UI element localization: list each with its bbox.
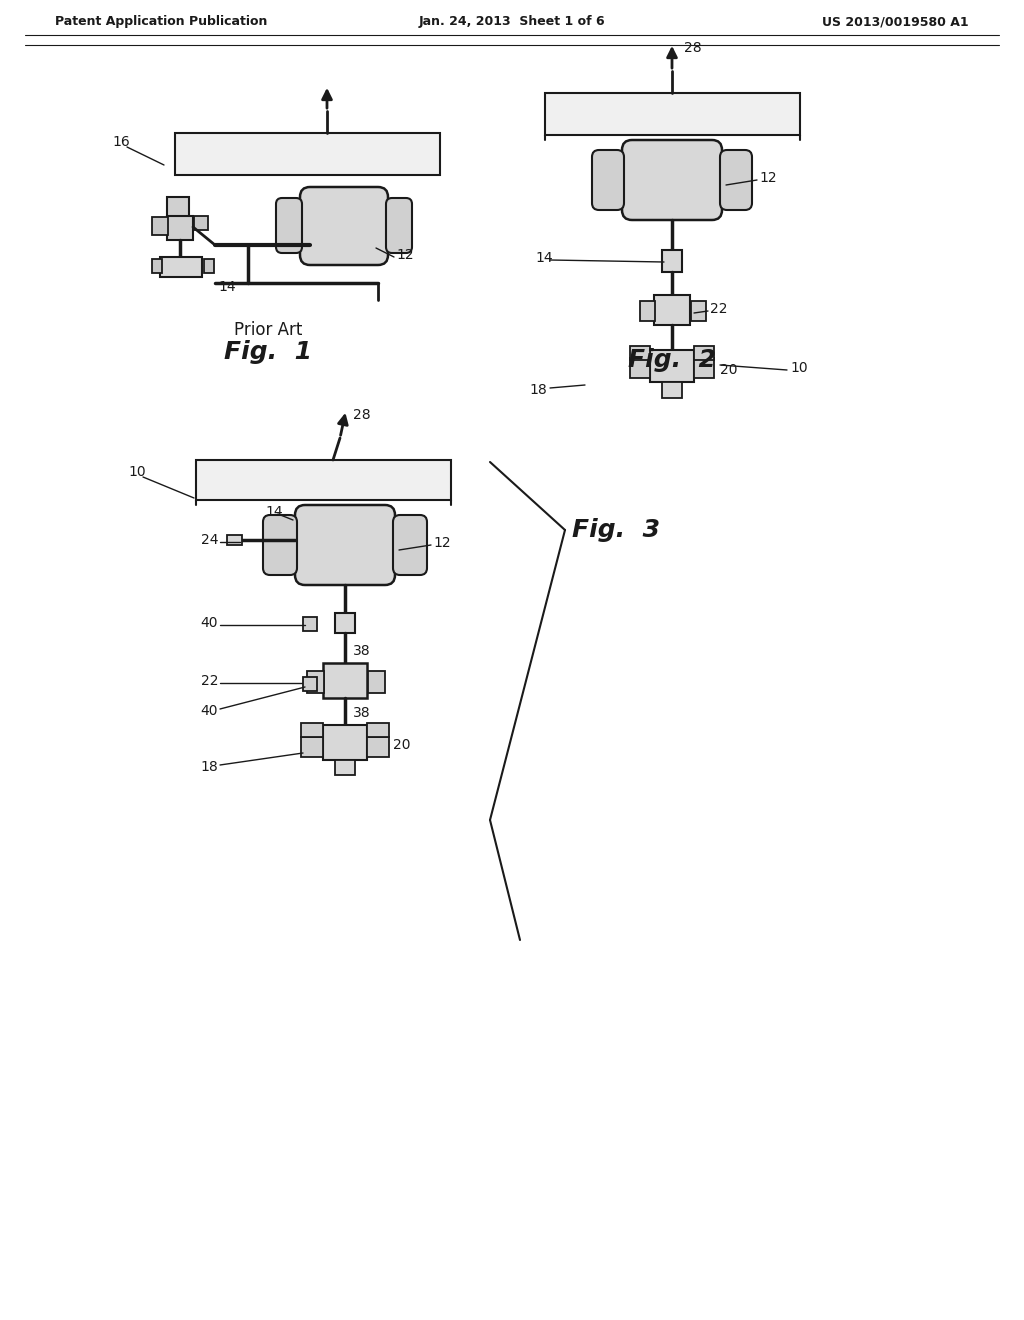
FancyBboxPatch shape xyxy=(276,198,302,253)
Bar xyxy=(303,677,317,690)
FancyBboxPatch shape xyxy=(592,150,624,210)
Text: 16: 16 xyxy=(112,135,130,149)
Text: US 2013/0019580 A1: US 2013/0019580 A1 xyxy=(822,16,969,29)
Bar xyxy=(167,197,189,216)
Text: 10: 10 xyxy=(128,465,145,479)
Text: 20: 20 xyxy=(720,363,737,378)
FancyBboxPatch shape xyxy=(300,187,388,265)
Text: 20: 20 xyxy=(393,738,411,752)
Bar xyxy=(654,294,690,325)
Text: 10: 10 xyxy=(790,360,808,375)
FancyBboxPatch shape xyxy=(720,150,752,210)
Text: 38: 38 xyxy=(353,706,371,719)
Bar xyxy=(630,358,650,378)
Text: Fig.  1: Fig. 1 xyxy=(224,341,312,364)
Text: Prior Art: Prior Art xyxy=(233,321,302,339)
Text: 18: 18 xyxy=(529,383,547,397)
Text: 40: 40 xyxy=(201,616,218,630)
Bar xyxy=(368,671,385,693)
Bar xyxy=(194,216,208,230)
Bar xyxy=(367,723,389,737)
Text: 14: 14 xyxy=(535,251,553,265)
Text: 12: 12 xyxy=(396,248,414,261)
Text: 12: 12 xyxy=(759,172,776,185)
Text: 28: 28 xyxy=(684,41,701,55)
Text: 28: 28 xyxy=(353,408,371,422)
FancyBboxPatch shape xyxy=(393,515,427,576)
Bar xyxy=(160,257,202,277)
Bar xyxy=(307,671,324,693)
Bar xyxy=(301,737,323,756)
Text: Fig.  2: Fig. 2 xyxy=(628,348,716,372)
Bar xyxy=(694,346,714,360)
Bar xyxy=(323,725,367,760)
Text: 22: 22 xyxy=(201,675,218,688)
Text: 14: 14 xyxy=(218,280,236,294)
Text: 38: 38 xyxy=(353,644,371,657)
Text: 22: 22 xyxy=(710,302,727,315)
Bar xyxy=(152,259,162,273)
FancyBboxPatch shape xyxy=(386,198,412,253)
Text: Fig.  3: Fig. 3 xyxy=(572,517,660,543)
Bar xyxy=(301,723,323,737)
Text: 18: 18 xyxy=(201,760,218,774)
Bar xyxy=(175,133,440,176)
Text: 12: 12 xyxy=(433,536,451,550)
Bar xyxy=(691,301,706,321)
Bar xyxy=(662,249,682,272)
Text: 40: 40 xyxy=(201,704,218,718)
Bar xyxy=(545,92,800,135)
Bar xyxy=(650,350,694,381)
Bar xyxy=(662,381,682,399)
Bar xyxy=(335,612,355,634)
Bar xyxy=(227,535,242,545)
Text: 14: 14 xyxy=(265,506,283,519)
Bar xyxy=(640,301,655,321)
Bar xyxy=(167,216,193,240)
Bar xyxy=(630,346,650,360)
Text: 24: 24 xyxy=(201,533,218,546)
FancyBboxPatch shape xyxy=(622,140,722,220)
Bar xyxy=(694,358,714,378)
Text: Patent Application Publication: Patent Application Publication xyxy=(55,16,267,29)
Bar xyxy=(335,760,355,775)
Bar xyxy=(196,459,451,500)
FancyBboxPatch shape xyxy=(263,515,297,576)
FancyBboxPatch shape xyxy=(295,506,395,585)
Bar xyxy=(367,737,389,756)
Bar xyxy=(204,259,214,273)
Text: Jan. 24, 2013  Sheet 1 of 6: Jan. 24, 2013 Sheet 1 of 6 xyxy=(419,16,605,29)
Bar xyxy=(323,663,367,698)
Bar xyxy=(152,216,168,235)
Bar xyxy=(303,616,317,631)
